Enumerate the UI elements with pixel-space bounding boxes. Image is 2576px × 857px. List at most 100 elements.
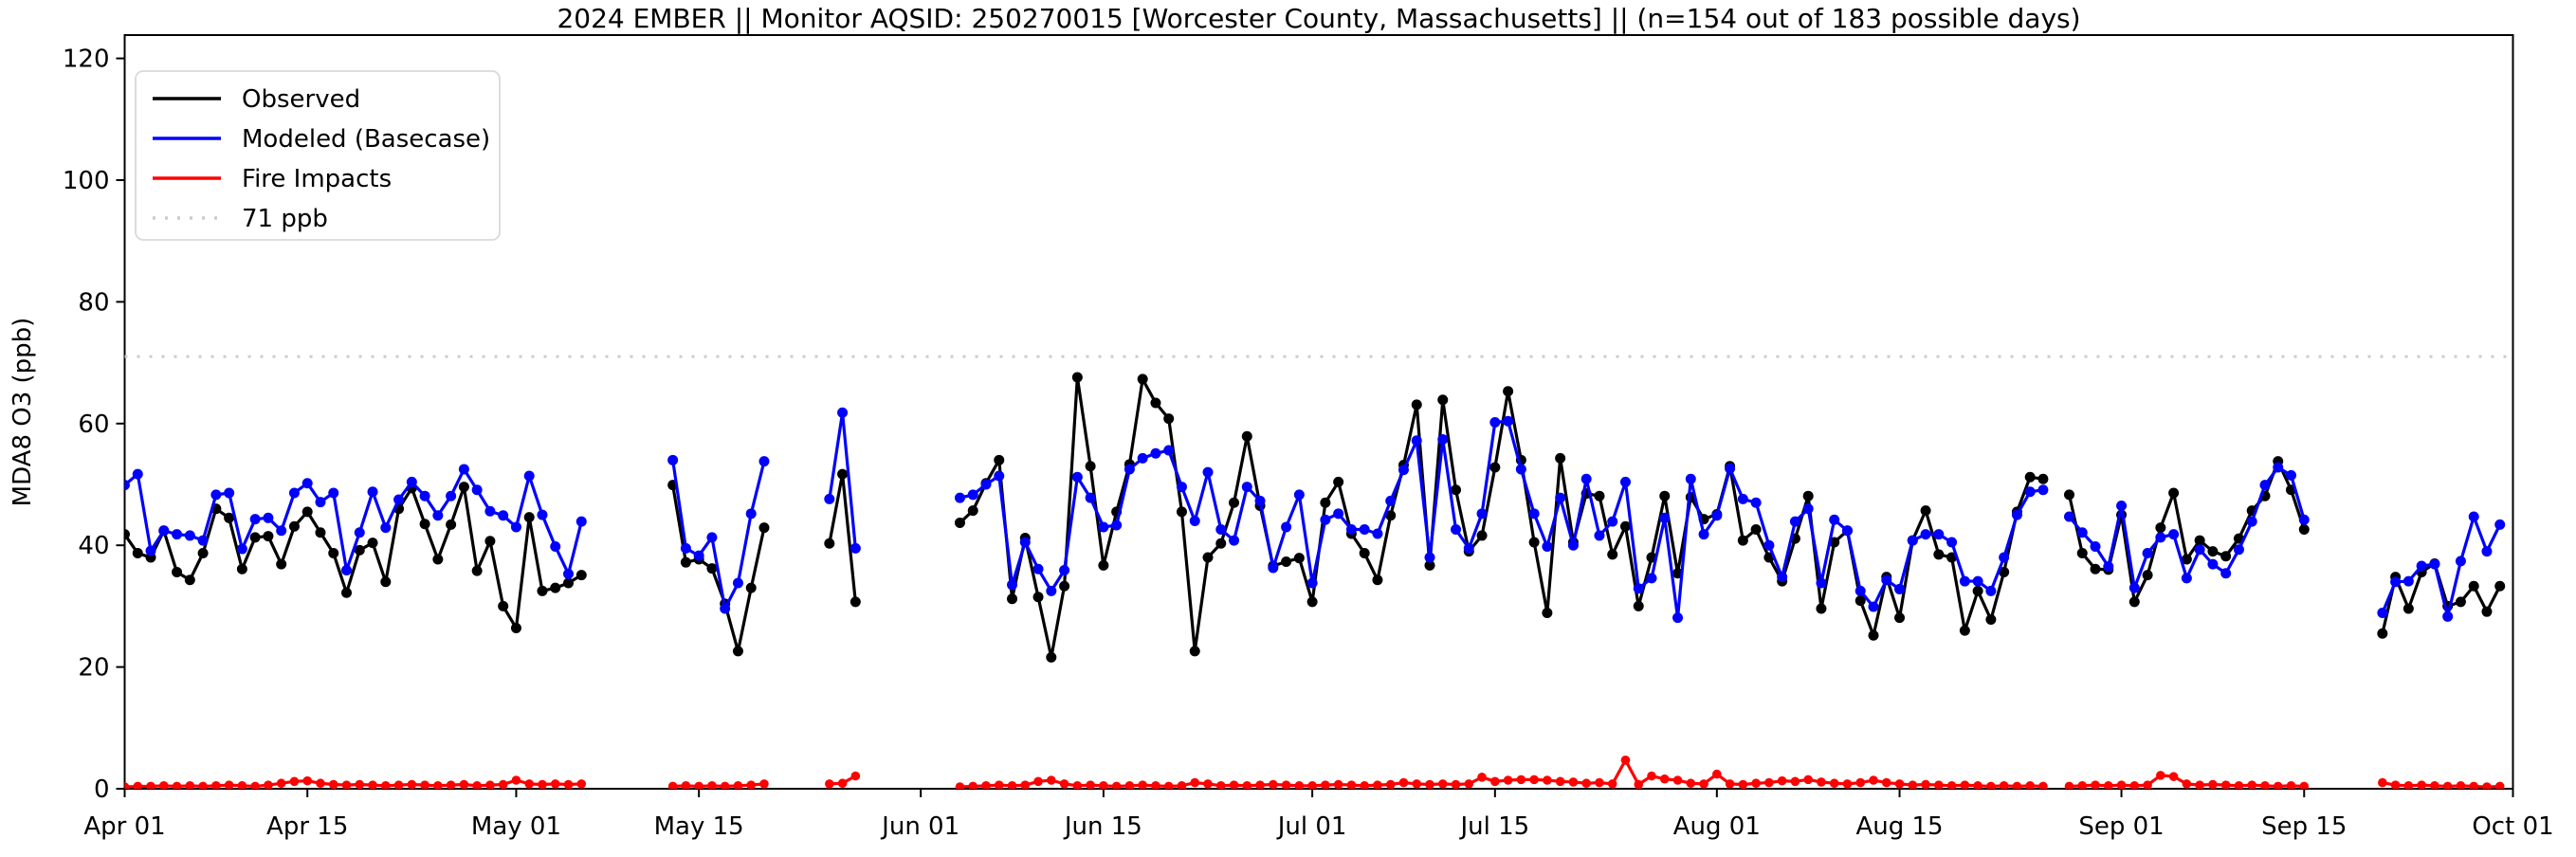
marker-fire-impacts — [2260, 780, 2270, 789]
marker-observed — [1489, 462, 1501, 473]
x-tick-label: Oct 01 — [2472, 812, 2553, 841]
marker-fire-impacts — [1568, 777, 1579, 787]
marker-modeled-basecase — [1750, 497, 1762, 508]
marker-modeled-basecase — [967, 489, 978, 501]
marker-observed — [276, 558, 287, 570]
marker-modeled-basecase — [1567, 539, 1579, 551]
marker-fire-impacts — [825, 779, 834, 789]
marker-fire-impacts — [341, 780, 352, 789]
x-tick-label: Sep 01 — [2078, 812, 2164, 841]
marker-observed — [1985, 614, 1997, 626]
marker-fire-impacts — [289, 776, 300, 787]
marker-modeled-basecase — [1503, 415, 1514, 427]
marker-observed — [1202, 552, 1214, 563]
marker-observed — [1920, 505, 1931, 517]
marker-modeled-basecase — [2377, 607, 2388, 618]
marker-observed — [850, 596, 861, 608]
marker-fire-impacts — [681, 780, 691, 789]
marker-modeled-basecase — [354, 527, 365, 538]
marker-observed — [1802, 490, 1814, 501]
marker-fire-impacts — [1151, 780, 1160, 789]
marker-fire-impacts — [1111, 781, 1122, 789]
marker-fire-impacts — [2195, 780, 2204, 789]
x-tick-label: Jun 15 — [1063, 812, 1142, 841]
marker-fire-impacts — [2025, 780, 2035, 789]
marker-observed — [484, 536, 496, 547]
y-tick-label: 0 — [94, 775, 110, 804]
marker-fire-impacts — [1398, 777, 1409, 788]
marker-modeled-basecase — [1725, 463, 1736, 474]
marker-observed — [1854, 595, 1866, 607]
marker-fire-impacts — [316, 778, 325, 789]
marker-observed — [1046, 651, 1057, 663]
marker-observed — [2181, 554, 2192, 565]
marker-observed — [2076, 548, 2088, 559]
marker-fire-impacts — [420, 780, 429, 789]
marker-modeled-basecase — [2076, 527, 2088, 538]
x-tick-label: Jul 01 — [1276, 812, 1347, 841]
marker-modeled-basecase — [158, 525, 170, 537]
marker-modeled-basecase — [1672, 612, 1684, 624]
marker-fire-impacts — [1803, 775, 1813, 785]
series-line-observed — [959, 375, 2044, 659]
marker-fire-impacts — [2494, 781, 2505, 789]
marker-fire-impacts — [485, 780, 495, 789]
marker-modeled-basecase — [2285, 469, 2296, 481]
marker-fire-impacts — [1934, 780, 1944, 789]
marker-fire-impacts — [2091, 780, 2100, 789]
marker-fire-impacts — [1960, 780, 1970, 789]
plot-border — [123, 34, 2514, 790]
marker-modeled-basecase — [1633, 583, 1644, 594]
y-tick-label: 40 — [78, 532, 109, 560]
marker-fire-impacts — [1099, 780, 1108, 789]
marker-modeled-basecase — [523, 470, 535, 482]
marker-modeled-basecase — [1320, 514, 1331, 525]
marker-observed — [1607, 549, 1618, 560]
marker-modeled-basecase — [1372, 528, 1383, 539]
marker-observed — [184, 574, 195, 586]
marker-fire-impacts — [1047, 775, 1056, 785]
marker-fire-impacts — [2469, 781, 2479, 789]
marker-fire-impacts — [1659, 774, 1670, 784]
marker-fire-impacts — [538, 779, 547, 789]
marker-observed — [1189, 646, 1200, 657]
marker-modeled-basecase — [1659, 512, 1671, 523]
marker-observed — [837, 468, 849, 480]
marker-fire-impacts — [707, 780, 717, 789]
marker-modeled-basecase — [2416, 560, 2427, 572]
marker-modeled-basecase — [1137, 452, 1148, 464]
marker-modeled-basecase — [1085, 492, 1096, 503]
marker-modeled-basecase — [393, 494, 405, 505]
marker-fire-impacts — [1894, 779, 1905, 789]
legend-row-modeled-basecase-: Modeled (Basecase) — [153, 125, 490, 154]
marker-fire-impacts — [955, 782, 965, 789]
marker-observed — [954, 517, 965, 528]
y-axis-title: MDA8 O3 (ppb) — [9, 318, 37, 507]
x-tick-label: Aug 01 — [1673, 812, 1761, 841]
marker-fire-impacts — [407, 779, 417, 789]
marker-fire-impacts — [1373, 780, 1382, 789]
marker-observed — [1933, 549, 1945, 560]
marker-fire-impacts — [1333, 779, 1343, 789]
marker-modeled-basecase — [1254, 495, 1266, 506]
marker-fire-impacts — [563, 779, 574, 789]
marker-modeled-basecase — [1098, 521, 1109, 533]
legend-label: Fire Impacts — [242, 165, 392, 193]
marker-observed — [1972, 585, 1983, 596]
marker-fire-impacts — [1203, 779, 1213, 789]
marker-modeled-basecase — [124, 480, 130, 491]
marker-fire-impacts — [1477, 773, 1487, 782]
marker-modeled-basecase — [1972, 575, 1983, 587]
marker-fire-impacts — [1751, 778, 1761, 789]
marker-modeled-basecase — [1359, 524, 1370, 536]
marker-fire-impacts — [1281, 780, 1291, 789]
marker-modeled-basecase — [1398, 465, 1409, 476]
marker-fire-impacts — [1412, 779, 1422, 789]
marker-modeled-basecase — [1920, 529, 1931, 540]
marker-observed — [824, 538, 835, 549]
marker-observed — [1241, 430, 1252, 442]
marker-fire-impacts — [1072, 780, 1083, 789]
marker-modeled-basecase — [2116, 500, 2128, 511]
marker-fire-impacts — [1543, 775, 1552, 785]
marker-observed — [967, 505, 978, 517]
